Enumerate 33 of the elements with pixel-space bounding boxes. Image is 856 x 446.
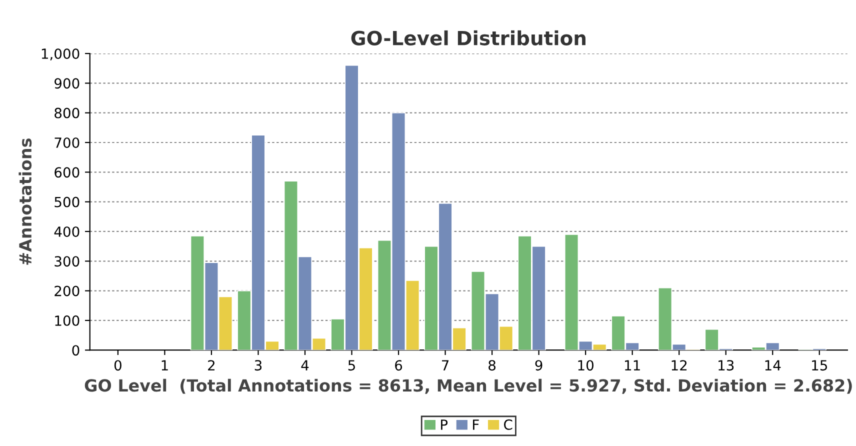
y-tick-label: 0 bbox=[72, 345, 80, 356]
x-tick-label: 1 bbox=[162, 360, 168, 370]
x-tick-label: 3 bbox=[254, 360, 262, 371]
x-tick-label: 7 bbox=[442, 360, 449, 370]
x-tick-label: 10 bbox=[578, 360, 594, 371]
x-tick-label: 12 bbox=[672, 360, 687, 370]
legend-label: F bbox=[473, 420, 479, 430]
y-tick-label: 100 bbox=[55, 315, 80, 326]
y-tick-label: 900 bbox=[54, 78, 80, 89]
x-tick-label: 13 bbox=[718, 360, 734, 371]
x-tick-label: 14 bbox=[765, 360, 781, 370]
y-tick-label: 200 bbox=[54, 286, 80, 296]
y-tick-label: 500 bbox=[54, 196, 80, 208]
x-tick-label: 15 bbox=[812, 360, 828, 371]
x-tick-label: 8 bbox=[488, 360, 496, 371]
y-tick-label: 300 bbox=[54, 256, 80, 267]
x-tick-label: 11 bbox=[625, 360, 640, 370]
x-tick-label: 6 bbox=[395, 360, 402, 371]
x-tick-label: 0 bbox=[114, 360, 122, 371]
y-tick-label: 700 bbox=[54, 137, 80, 148]
x-tick-label: 2 bbox=[208, 360, 214, 370]
y-tick-label: 800 bbox=[54, 108, 80, 118]
x-axis-title: GO Level (Total Annotations = 8613, Mean Level = 5.927, Std. Deviation = 2.682) bbox=[84, 378, 852, 394]
y-axis-title: #Annotations bbox=[18, 138, 32, 265]
x-tick-label: 5 bbox=[348, 360, 355, 371]
legend-label: C bbox=[504, 419, 512, 430]
y-tick-label: 600 bbox=[54, 167, 80, 178]
x-tick-label: 9 bbox=[535, 360, 542, 371]
y-tick-label: 400 bbox=[54, 226, 80, 237]
y-tick-label: 1,000 bbox=[42, 48, 80, 60]
legend-label: P bbox=[441, 420, 448, 430]
x-tick-label: 4 bbox=[301, 360, 309, 370]
chart-title: GO-Level Distribution bbox=[351, 30, 586, 46]
